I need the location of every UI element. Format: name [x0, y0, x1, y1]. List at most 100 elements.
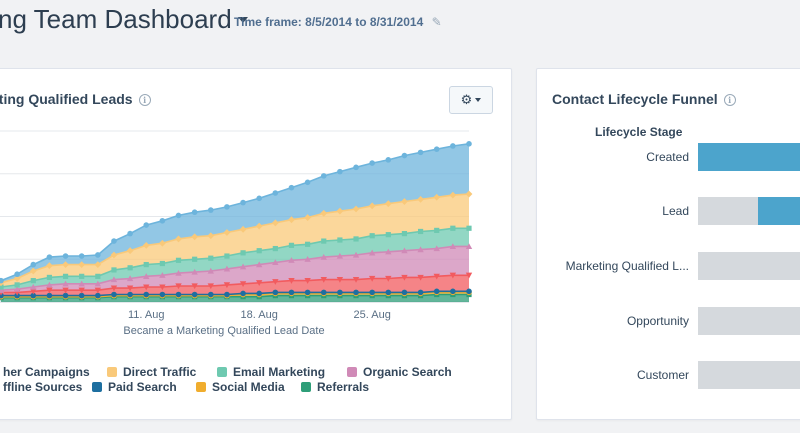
legend-label: Email Marketing	[233, 365, 326, 379]
data-point	[175, 269, 182, 276]
data-point	[175, 291, 182, 298]
caret-down-icon	[237, 16, 248, 23]
timeframe: Time frame: 8/5/2014 to 8/31/2014 ✎	[234, 15, 442, 29]
legend-item[interactable]: Email Marketing	[217, 365, 325, 379]
mql-card-title-text: eting Qualified Leads	[0, 91, 133, 107]
data-point	[255, 222, 263, 230]
data-point	[126, 247, 134, 255]
data-point	[449, 272, 457, 279]
legend-label: Referrals	[317, 380, 370, 394]
report-settings-button[interactable]: ⚙	[449, 86, 493, 114]
funnel-stage-bar[interactable]	[698, 197, 800, 225]
data-point	[13, 275, 21, 282]
data-point	[29, 267, 37, 275]
data-point	[401, 247, 408, 254]
data-point	[352, 205, 360, 213]
dashboard-header: ng Team Dashboard Time frame: 8/5/2014 t…	[0, 0, 800, 50]
x-tick-label: 11. Aug	[128, 309, 165, 321]
legend-swatch	[107, 367, 117, 377]
funnel-stage-bar[interactable]	[698, 307, 800, 335]
data-point	[401, 289, 408, 296]
funnel-report-card: Contact Lifecycle Funnel i Lifecycle Stag…	[536, 68, 800, 420]
funnel-stage-fill	[758, 197, 800, 225]
data-point	[385, 157, 392, 163]
data-point	[369, 160, 375, 166]
legend-item[interactable]: ffline Sources	[0, 380, 82, 394]
legend-swatch	[92, 382, 102, 392]
legend-item[interactable]: Direct Traffic	[107, 365, 196, 379]
funnel-stage-bar[interactable]	[698, 361, 800, 389]
legend-item[interactable]: Organic Search	[347, 365, 452, 379]
data-point	[433, 288, 440, 295]
data-point	[95, 273, 101, 279]
legend-item[interactable]: Paid Search	[92, 380, 177, 394]
data-point	[272, 289, 279, 296]
data-point	[272, 190, 279, 196]
data-point	[62, 280, 69, 287]
data-point	[450, 225, 456, 231]
data-point	[417, 196, 424, 203]
data-point	[111, 291, 117, 298]
x-tick-label: 18. Aug	[241, 309, 278, 321]
data-point	[401, 152, 408, 159]
legend-swatch	[196, 382, 206, 392]
funnel-card-title: Contact Lifecycle Funnel i	[552, 91, 736, 107]
line-email-marketing	[0, 227, 469, 288]
data-point	[353, 164, 359, 171]
data-point	[143, 273, 150, 279]
legend-item[interactable]: Social Media	[196, 380, 285, 394]
data-point	[256, 280, 263, 286]
pencil-icon[interactable]: ✎	[431, 15, 442, 29]
data-point	[224, 253, 230, 259]
funnel-stage-bar[interactable]	[698, 143, 800, 171]
data-point	[320, 253, 327, 260]
data-point	[417, 228, 424, 235]
data-point	[0, 284, 4, 290]
data-point	[191, 209, 198, 216]
data-point	[466, 225, 472, 231]
legend-swatch	[347, 367, 357, 377]
funnel-stage-label: Marketing Qualified L...	[565, 259, 689, 273]
data-point	[401, 198, 408, 205]
data-point	[191, 283, 198, 290]
legend-item[interactable]: Referrals	[301, 380, 369, 394]
funnel-stage-label: Customer	[636, 368, 689, 382]
info-icon[interactable]: i	[138, 94, 151, 107]
data-point	[320, 289, 327, 296]
data-point	[384, 200, 392, 208]
legend-item[interactable]: her Campaigns	[0, 365, 90, 379]
data-point	[368, 202, 376, 210]
data-point	[450, 143, 456, 149]
data-point	[13, 285, 21, 292]
mql-report-card: eting Qualified Leads i ⚙ 11. Aug 18. Aug 2…	[0, 68, 512, 420]
data-point	[224, 291, 230, 298]
x-axis-label: Became a Marketing Qualified Lead Date	[123, 325, 324, 337]
data-point	[95, 252, 101, 258]
data-point	[353, 236, 359, 242]
data-point	[0, 277, 4, 284]
data-point	[369, 233, 375, 239]
info-icon[interactable]: i	[723, 94, 736, 107]
data-point	[288, 216, 295, 224]
data-point	[321, 238, 327, 244]
data-point	[46, 274, 53, 281]
area-organic-search	[1, 246, 469, 293]
funnel-stage-label: Opportunity	[626, 314, 689, 328]
data-point	[369, 289, 375, 296]
funnel-card-title-text: Contact Lifecycle Funnel	[552, 91, 718, 107]
data-point	[223, 265, 231, 272]
data-point	[175, 235, 182, 243]
data-point	[433, 245, 440, 252]
data-point	[353, 289, 359, 296]
data-point	[256, 248, 262, 254]
dashboard-title-dropdown[interactable]: ng Team Dashboard	[0, 4, 248, 35]
data-point	[449, 243, 457, 250]
timeframe-label: Time frame:	[234, 15, 302, 29]
data-point	[417, 246, 424, 253]
data-point	[288, 242, 295, 248]
legend-label: Paid Search	[108, 380, 177, 394]
funnel-stage-bar[interactable]	[698, 252, 800, 280]
data-point	[46, 262, 53, 270]
caret-down-icon	[475, 98, 482, 102]
data-point	[240, 199, 246, 206]
